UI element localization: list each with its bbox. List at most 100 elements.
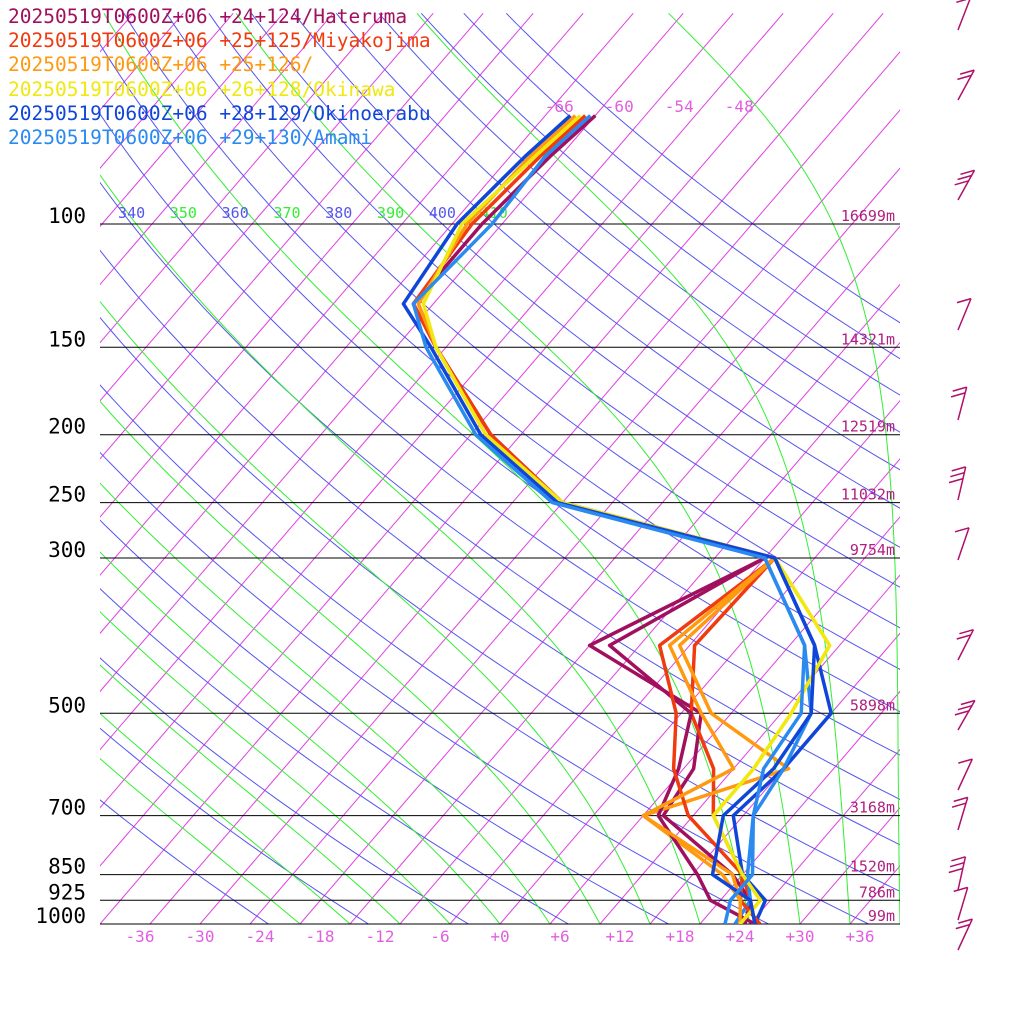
wind-barb-staff (957, 169, 976, 201)
isotherm (100, 12, 734, 751)
wind-barb-staff (957, 466, 967, 501)
moist-adiabat (100, 300, 651, 924)
wind-barb-staff (957, 887, 969, 921)
pressure-label: 850 (48, 855, 86, 879)
dry-adiabat (100, 113, 900, 756)
legend-entry: 20250519T0600Z+06 +29+130/Amami (8, 126, 372, 150)
wind-barb-staff (957, 758, 973, 791)
wind-barb (956, 628, 975, 661)
theta-label: 380 (325, 204, 352, 222)
wind-barb-flag (950, 471, 965, 478)
dry-adiabat (100, 657, 469, 924)
height-label: 99m (868, 907, 895, 925)
wind-barb-flag (957, 74, 972, 81)
wind-barb-flag (957, 174, 972, 181)
wind-barb-flag (951, 856, 966, 862)
dry-adiabat (100, 587, 569, 924)
wind-barb (956, 297, 972, 331)
wind-barb-flag (949, 861, 965, 868)
wind-barb-flag (957, 704, 973, 711)
moist-adiabat (416, 12, 851, 924)
wind-barb (955, 918, 973, 951)
temperature-tick-label: +0 (490, 927, 509, 946)
legend-entry: 20250519T0600Z+06 +26+128/Okinawa (8, 77, 396, 101)
isotherm (100, 12, 384, 344)
pressure-label: 1000 (35, 904, 86, 928)
isotherm (100, 12, 884, 924)
moist-adiabat (100, 551, 501, 924)
temperature-tick-label: +6 (550, 927, 569, 946)
wind-barb-staff (957, 386, 968, 421)
pressure-label: 500 (48, 693, 86, 717)
isotherm (199, 109, 900, 924)
wind-barb-flag (950, 392, 966, 398)
wind-barb-flag (956, 634, 971, 640)
pressure-label: 100 (48, 204, 86, 228)
height-label: 11032m (841, 486, 895, 504)
theta-label: 370 (273, 204, 300, 222)
legend-entry: 20250519T0600Z+06 +28+129/Okinoerabu (8, 101, 431, 125)
height-label: 9754m (850, 541, 895, 559)
height-label: 1520m (850, 858, 895, 876)
wind-barb-flag (958, 758, 973, 764)
wind-barb (948, 466, 967, 501)
pressure-label: 200 (48, 415, 86, 439)
wind-barb-staff (957, 856, 967, 891)
temperature-tick-label: +18 (666, 927, 695, 946)
wind-barb-flag (951, 802, 967, 808)
isotherm (349, 283, 900, 924)
dry-adiabat (100, 43, 900, 713)
height-label: 16699m (841, 207, 895, 225)
isotherm-label: -66 (545, 97, 574, 116)
wind-barb-flag (953, 796, 968, 803)
temperature-tick-label: -12 (366, 927, 395, 946)
temperature-tick-label: +12 (606, 927, 635, 946)
dry-adiabat (420, 12, 900, 396)
temperature-tick-label: +36 (846, 927, 875, 946)
height-label: 5898m (850, 696, 895, 714)
height-label: 14321m (841, 330, 895, 348)
wind-barb (956, 0, 971, 31)
temperature-tick-label: +30 (786, 927, 815, 946)
wind-barb-flag (955, 923, 971, 930)
isotherm (549, 516, 900, 924)
wind-barb-flag (954, 180, 969, 186)
wind-barb (957, 758, 973, 791)
wind-barb (954, 699, 976, 731)
chart-legend: 20250519T0600Z+06 +24+124/Hateruma 202505… (8, 5, 431, 150)
wind-barb-flag (956, 297, 972, 304)
dry-adiabat (208, 13, 900, 588)
pressure-label: 250 (48, 483, 86, 507)
temperature-tick-label: -30 (186, 927, 215, 946)
wind-barb-flag (948, 867, 964, 874)
temperature-tick-label: -36 (126, 927, 155, 946)
isotherm (149, 51, 900, 924)
wind-barb-flag (952, 386, 967, 392)
isotherm (100, 12, 334, 286)
wind-barb-flag (954, 710, 970, 716)
wind-barb-staff (957, 69, 975, 101)
isotherm-label: -54 (665, 97, 694, 116)
dry-adiabat (165, 13, 900, 629)
moist-adiabat (100, 611, 451, 924)
temperature-line-miyakojima (411, 114, 777, 924)
wind-barb (950, 386, 968, 421)
temperature-tick-label: +24 (726, 927, 755, 946)
wind-barb-flag (954, 527, 970, 533)
wind-barb-flag (948, 477, 964, 484)
moist-adiabat (100, 664, 401, 924)
wind-barb-flag (959, 69, 975, 75)
isotherm (499, 458, 900, 924)
temperature-tick-label: -24 (246, 927, 275, 946)
dry-adiabat (293, 12, 900, 509)
isotherm (749, 748, 900, 924)
moist-adiabat (100, 174, 701, 924)
dry-adiabat (378, 12, 900, 433)
wind-barb-staff (957, 298, 972, 331)
wind-barb (957, 69, 975, 101)
dry-adiabat (100, 181, 900, 801)
wind-barb-flag (960, 699, 976, 706)
isotherm (449, 399, 900, 924)
dry-adiabat (100, 519, 669, 924)
isotherm (100, 12, 684, 693)
